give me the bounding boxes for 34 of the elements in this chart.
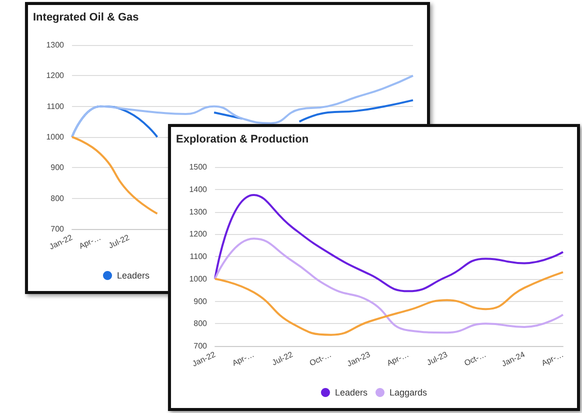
legend-label: Leaders (117, 270, 150, 280)
chart-title: Exploration & Production (176, 134, 309, 146)
x-tick-label: Apr-… (386, 350, 410, 368)
y-tick-label: 700 (50, 224, 65, 234)
y-tick-label: 1200 (46, 71, 65, 80)
y-tick-label: 800 (194, 319, 208, 328)
y-tick-label: 1000 (189, 274, 208, 284)
x-tick-label: Apr-… (540, 350, 565, 368)
y-tick-label: 1500 (189, 162, 208, 172)
y-tick-label: 1100 (46, 102, 65, 111)
x-tick-label: Oct-… (462, 350, 488, 368)
y-tick-label: 900 (50, 163, 65, 172)
y-tick-label: 900 (194, 296, 208, 306)
y-tick-label: 700 (194, 342, 208, 350)
x-tick-label: Jul-23 (425, 350, 450, 368)
x-tick-label: Oct-… (308, 350, 333, 368)
x-tick-label: Jul-22 (107, 232, 132, 250)
line-series (71, 136, 158, 215)
y-tick-label: 800 (50, 194, 65, 203)
y-tick-label: 1100 (190, 252, 208, 261)
x-tick-label: Apr-… (78, 232, 102, 251)
chart-title: Integrated Oil & Gas (33, 12, 139, 24)
x-tick-label: Jul-22 (270, 350, 295, 368)
legend-label: Laggards (389, 388, 428, 398)
y-tick-label: 1300 (189, 207, 208, 216)
y-tick-label: 1000 (46, 132, 65, 142)
y-tick-label: 1300 (46, 40, 65, 50)
legend-label: Leaders (334, 388, 368, 398)
y-tick-label: 1200 (189, 230, 208, 239)
x-tick-label: Apr-… (230, 350, 256, 368)
line-series (214, 194, 564, 292)
line-series (214, 271, 564, 336)
y-tick-label: 1400 (189, 184, 208, 194)
line-series (214, 238, 564, 334)
